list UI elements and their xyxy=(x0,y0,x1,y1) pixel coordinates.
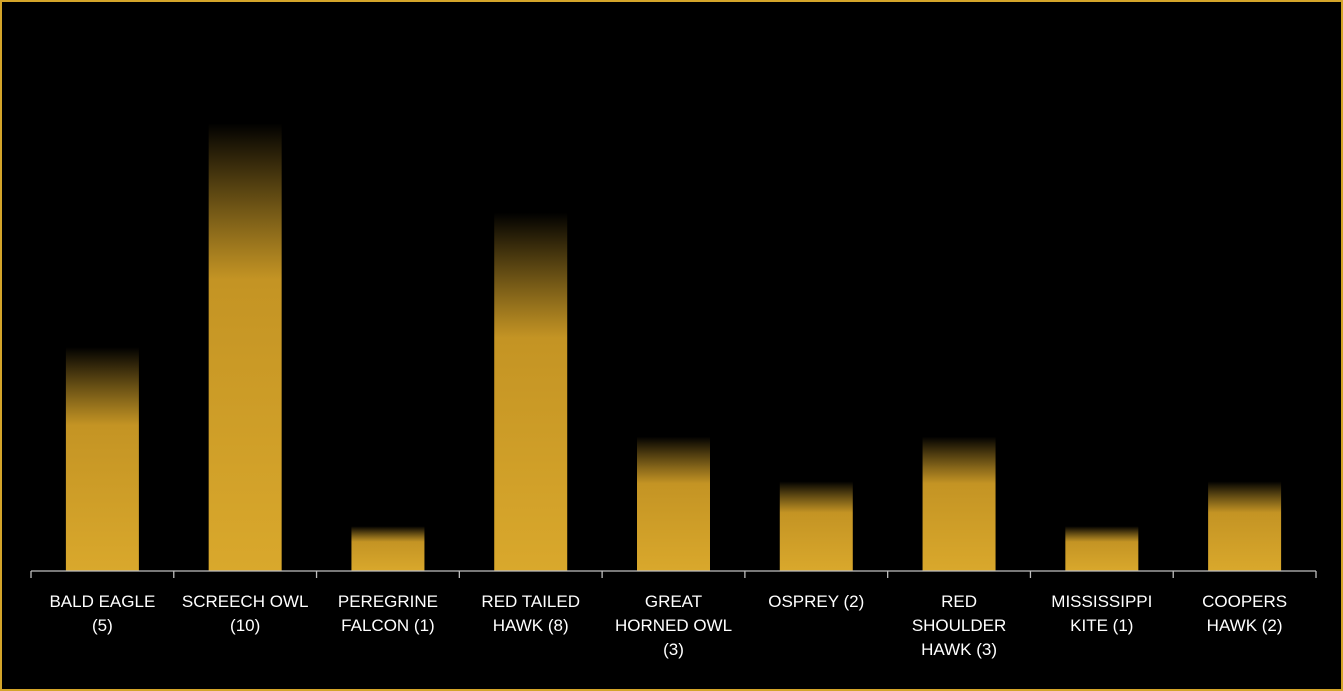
category-label: RED TAILED HAWK (8) xyxy=(460,590,602,638)
category-label-line: (10) xyxy=(230,616,261,635)
category-label-line: (5) xyxy=(91,616,113,635)
category-label-line: HAWK (3) xyxy=(921,640,997,659)
category-label-line: OSPREY (2) xyxy=(768,592,865,611)
category-label-line: RED xyxy=(941,592,977,611)
bar-0 xyxy=(65,347,139,571)
category-label-line: MISSISSIPPI xyxy=(1051,592,1153,611)
bar-4 xyxy=(637,436,710,571)
bar-6 xyxy=(922,436,996,571)
category-label: COOPERS HAWK (2) xyxy=(1174,590,1316,638)
category-label-line: HAWK (8) xyxy=(492,616,569,635)
bar-2 xyxy=(351,526,425,571)
category-label: GREAT HORNED OWL (3) xyxy=(603,590,745,662)
category-label: RED SHOULDER HAWK (3) xyxy=(888,590,1030,662)
category-label: MISSISSIPPI KITE (1) xyxy=(1031,590,1173,638)
category-label-line: SHOULDER xyxy=(911,616,1007,635)
category-label-line: PEREGRINE xyxy=(337,592,438,611)
category-label-line: COOPERS xyxy=(1202,592,1288,611)
category-label: SCREECH OWL (10) xyxy=(174,590,316,638)
category-label-line: HORNED OWL xyxy=(614,616,733,635)
bar-5 xyxy=(779,481,853,571)
category-label-line: SCREECH OWL xyxy=(181,592,309,611)
bar-7 xyxy=(1065,526,1139,571)
category-label: OSPREY (2) xyxy=(745,590,887,614)
bars-group xyxy=(65,123,1282,571)
x-axis xyxy=(30,570,1317,578)
category-label-line: KITE (1) xyxy=(1070,616,1134,635)
bar-8 xyxy=(1208,481,1282,571)
category-label: BALD EAGLE (5) xyxy=(31,590,173,638)
category-label: PEREGRINE FALCON (1) xyxy=(317,590,459,638)
category-label-line: GREAT xyxy=(644,592,703,611)
bar-3 xyxy=(494,212,568,571)
category-label-line: BALD EAGLE xyxy=(49,592,156,611)
category-label-line: FALCON (1) xyxy=(341,616,435,635)
category-label-line: HAWK (2) xyxy=(1206,616,1283,635)
bar-1 xyxy=(208,123,282,571)
category-label-line: (3) xyxy=(663,640,684,659)
category-label-line: RED TAILED xyxy=(481,592,580,611)
